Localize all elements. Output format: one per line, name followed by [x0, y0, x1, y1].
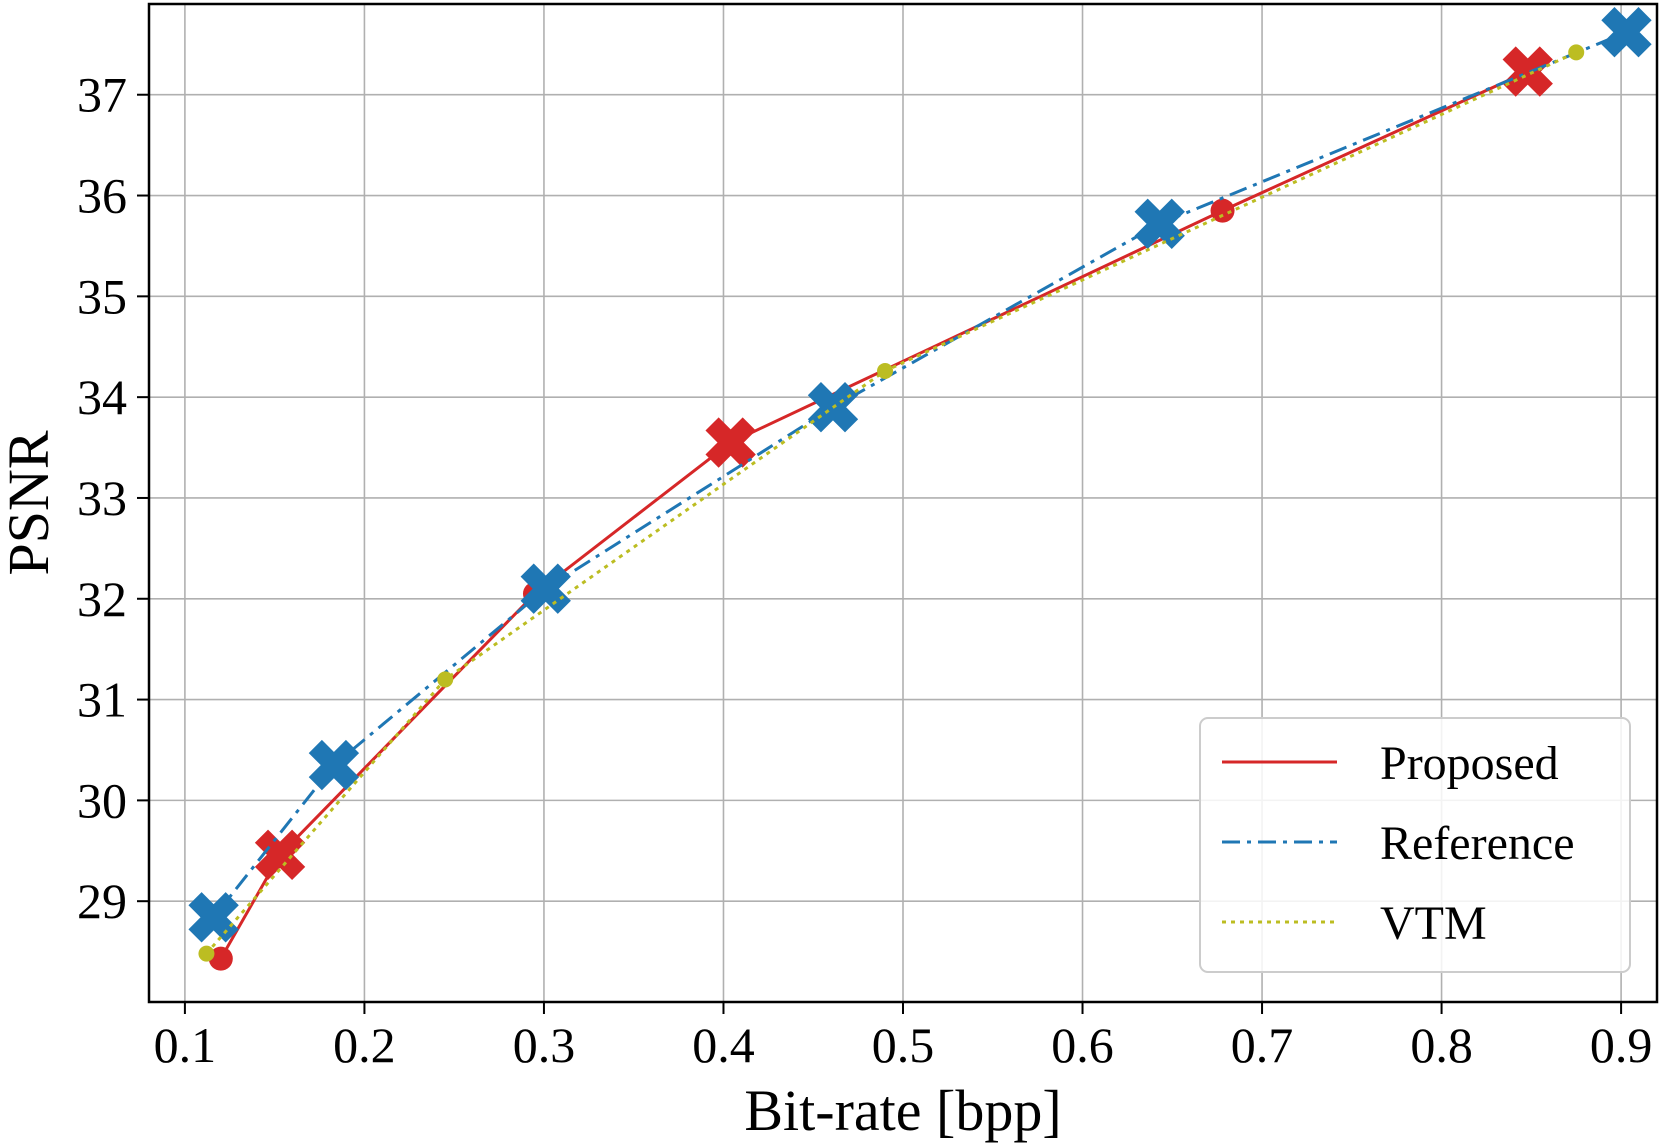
y-tick-label: 31	[77, 672, 127, 728]
marker-dot	[877, 362, 894, 379]
marker-circle	[1210, 198, 1235, 223]
marker-dot	[1568, 44, 1585, 61]
legend-label: Reference	[1380, 817, 1575, 870]
marker-x	[705, 417, 756, 468]
x-tick-label: 0.2	[333, 1017, 396, 1073]
legend: Proposed Reference VTM	[1199, 717, 1631, 973]
legend-label: VTM	[1380, 897, 1487, 950]
marker-x	[520, 563, 571, 614]
marker-x	[254, 829, 306, 880]
x-tick-label: 0.3	[513, 1017, 576, 1073]
y-axis-title: PSNR	[0, 430, 61, 575]
marker-x	[308, 739, 360, 791]
y-tick-label: 33	[77, 470, 127, 526]
x-tick-label: 0.5	[872, 1017, 935, 1073]
x-tick-label: 0.4	[692, 1017, 755, 1073]
x-tick-label: 0.7	[1231, 1017, 1294, 1073]
x-tick-label: 0.6	[1051, 1017, 1114, 1073]
x-axis-title: Bit-rate [bpp]	[744, 1078, 1061, 1143]
series-line	[205, 51, 1577, 955]
series-vtm	[198, 44, 1585, 962]
grid	[149, 4, 1657, 1002]
x-tick-label: 0.1	[154, 1017, 217, 1073]
y-tick-label: 35	[77, 268, 127, 324]
marker-circle	[208, 946, 233, 971]
marker-x	[1134, 198, 1185, 249]
marker-dot	[437, 671, 454, 688]
series-reference	[188, 7, 1652, 943]
marker-x	[1601, 7, 1652, 58]
y-tick-label: 30	[77, 772, 127, 828]
y-tick-label: 37	[77, 67, 127, 123]
y-tick-label: 36	[77, 168, 127, 224]
marker-x	[1502, 46, 1553, 97]
y-tick-label: 32	[77, 571, 127, 627]
x-tick-label: 0.9	[1590, 1017, 1653, 1073]
ticks: 0.1 0.2 0.3 0.4 0.5 0.6 0.7 0.8 0.9 29 30 31 32 33 34 3…	[77, 67, 1652, 1073]
legend-box	[1199, 717, 1631, 973]
series-layer	[188, 7, 1652, 971]
series-line	[212, 30, 1628, 919]
y-tick-label: 34	[77, 369, 127, 425]
x-tick-label: 0.8	[1410, 1017, 1473, 1073]
marker-dot	[198, 945, 215, 962]
y-tick-label: 29	[77, 873, 127, 929]
legend-label: Proposed	[1380, 737, 1559, 790]
